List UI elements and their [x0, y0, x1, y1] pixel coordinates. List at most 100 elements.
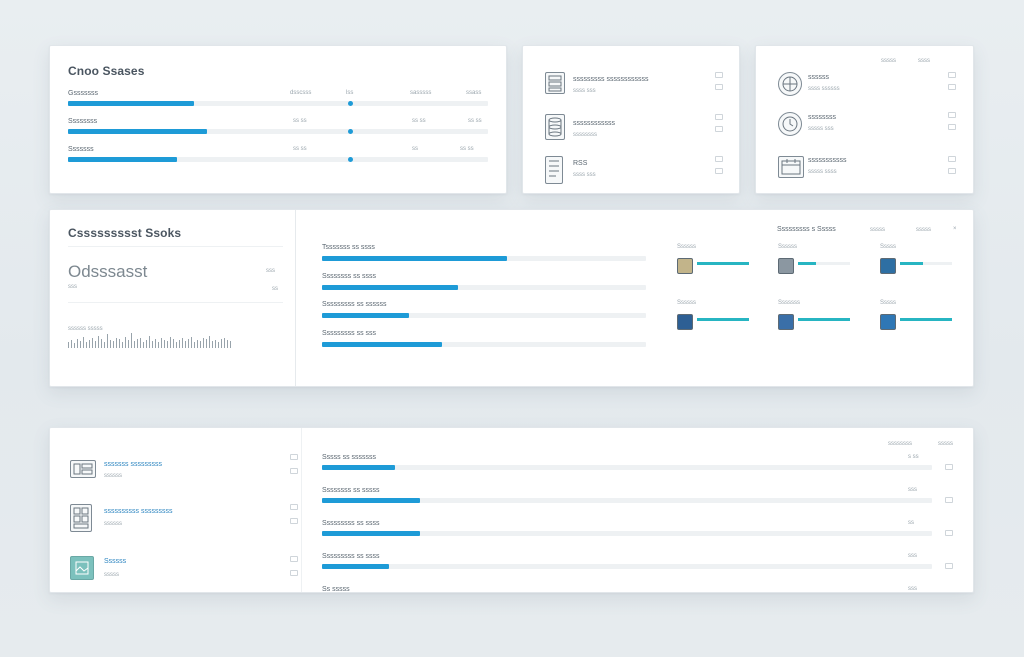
grid-item-progress [900, 262, 952, 265]
job-title: Ssssss [104, 558, 127, 565]
row-progress-fill [68, 101, 194, 106]
menu-icon[interactable] [715, 114, 723, 120]
sparkline-bar [77, 339, 78, 348]
menu-icon[interactable] [715, 156, 723, 162]
grid-item-progress [798, 262, 850, 265]
card-header-link[interactable]: sssss [881, 58, 896, 64]
menu-icon[interactable] [945, 530, 953, 536]
database-icon [545, 114, 565, 140]
row-marker [348, 129, 353, 134]
menu-icon[interactable] [290, 504, 298, 510]
menu-icon[interactable] [945, 464, 953, 470]
service-sub: sssss sss [808, 126, 834, 132]
resource-title: ssssssssssss [573, 120, 615, 127]
metric-progress [322, 256, 646, 261]
sparkline-bar [83, 337, 84, 348]
menu-icon[interactable] [715, 168, 723, 174]
sparkline-bar [191, 337, 192, 348]
resource-title: RSS [573, 160, 588, 167]
sparkline-bar [212, 341, 213, 348]
service-title: ssssss [808, 74, 829, 81]
grid-item-progress-fill [798, 318, 850, 321]
status-card-title: Cnoo Ssases [68, 64, 145, 78]
overview-big-sub: sss [68, 284, 77, 290]
card-header-link[interactable]: sssss [938, 441, 953, 447]
grid-header-link[interactable]: sssss [870, 227, 885, 233]
menu-icon[interactable] [948, 112, 956, 118]
grid-item-progress-fill [697, 262, 749, 265]
sparkline-bar [122, 342, 123, 348]
jobs-card: sssssss sssssssss ssssss ssssssssss ssss… [49, 427, 974, 593]
menu-icon[interactable] [290, 570, 298, 576]
metric-label: Sssssssss ss sss [322, 330, 377, 337]
grid-item-label: Sssss [880, 244, 897, 250]
job-bar-label: Ss sssss [322, 586, 350, 593]
menu-icon[interactable] [948, 168, 956, 174]
sparkline-bar [98, 336, 99, 348]
row-marker [348, 101, 353, 106]
image-icon [70, 556, 94, 580]
menu-icon[interactable] [945, 497, 953, 503]
sparkline-bar [137, 339, 138, 348]
sparkline-bar [176, 342, 177, 348]
grid-item-label: Sssssss [778, 300, 801, 306]
menu-icon[interactable] [948, 124, 956, 130]
col-header: dsscsss [290, 90, 312, 96]
grid-item-progress-fill [697, 318, 749, 321]
menu-icon[interactable] [290, 556, 298, 562]
sparkline-bar [113, 341, 114, 348]
menu-icon[interactable] [290, 454, 298, 460]
sparkline-bar [227, 340, 228, 348]
row-value: ss ss [468, 118, 482, 124]
menu-icon[interactable] [290, 518, 298, 524]
sparkline-bar [224, 338, 225, 348]
sparkline-bar [116, 338, 117, 348]
sparkline-bar [131, 333, 132, 348]
clock-icon [778, 112, 802, 136]
grid-item-progress [697, 262, 749, 265]
menu-icon[interactable] [945, 563, 953, 569]
sparkline-bar [194, 342, 195, 348]
grid-item-progress-fill [798, 262, 817, 265]
document-icon [545, 156, 563, 184]
row-progress-fill [68, 129, 207, 134]
row-progress-fill [68, 157, 178, 162]
sparkline-bar [203, 338, 204, 348]
card-header-link[interactable]: ssssssss [888, 441, 912, 447]
service-title: sssssssssss [808, 157, 847, 164]
sparkline-bar [152, 341, 153, 348]
spark-label: ssssss sssss [68, 326, 103, 332]
sparkline-bar [146, 340, 147, 348]
resource-sub: ssss sss [573, 88, 596, 94]
menu-icon[interactable] [715, 72, 723, 78]
row-label: Ssssssss [68, 118, 98, 125]
menu-icon[interactable] [715, 126, 723, 132]
sparkline-bar [161, 338, 162, 348]
grid-item-progress-fill [900, 262, 924, 265]
jobs-left-panel: sssssss sssssssss ssssss ssssssssss ssss… [50, 428, 302, 592]
menu-icon[interactable] [715, 84, 723, 90]
close-icon[interactable]: × [953, 226, 957, 232]
job-bar-value: sss [908, 553, 917, 559]
grid-item-progress [697, 318, 749, 321]
server-icon [545, 72, 565, 94]
menu-icon[interactable] [948, 72, 956, 78]
sparkline-bar [143, 342, 144, 348]
menu-icon[interactable] [948, 156, 956, 162]
sparkline-bar [206, 339, 207, 348]
job-bar-label: Sssssssss ss ssss [322, 553, 380, 560]
metric-label: Sssssssss ss ssssss [322, 301, 387, 308]
job-bar-progress-fill [322, 498, 420, 503]
sparkline-bar [89, 340, 90, 348]
menu-icon[interactable] [290, 468, 298, 474]
card-header-link[interactable]: ssss [918, 58, 930, 64]
sparkline-bar [197, 340, 198, 348]
job-title: ssssssssss sssssssss [104, 508, 173, 515]
sparkline-bar [230, 341, 231, 348]
menu-icon[interactable] [948, 84, 956, 90]
grid-icon [677, 314, 693, 330]
row-label: Gsssssss [68, 90, 98, 97]
job-sub: sssss [104, 572, 119, 578]
grid-header-link[interactable]: sssss [916, 227, 931, 233]
job-bar-progress [322, 465, 932, 470]
